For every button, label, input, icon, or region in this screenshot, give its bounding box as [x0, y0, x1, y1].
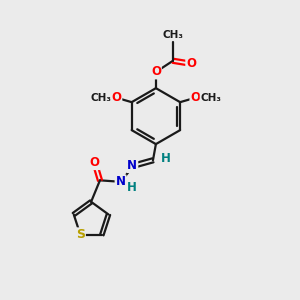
Text: O: O — [186, 57, 196, 70]
Text: O: O — [190, 91, 200, 104]
Text: H: H — [161, 152, 171, 165]
Text: N: N — [127, 159, 137, 172]
Text: O: O — [111, 91, 122, 104]
Text: H: H — [127, 181, 137, 194]
Text: CH₃: CH₃ — [163, 30, 184, 40]
Text: O: O — [90, 156, 100, 169]
Text: N: N — [116, 175, 126, 188]
Text: S: S — [76, 228, 85, 241]
Text: CH₃: CH₃ — [91, 93, 112, 103]
Text: O: O — [151, 65, 161, 79]
Text: CH₃: CH₃ — [200, 93, 221, 103]
